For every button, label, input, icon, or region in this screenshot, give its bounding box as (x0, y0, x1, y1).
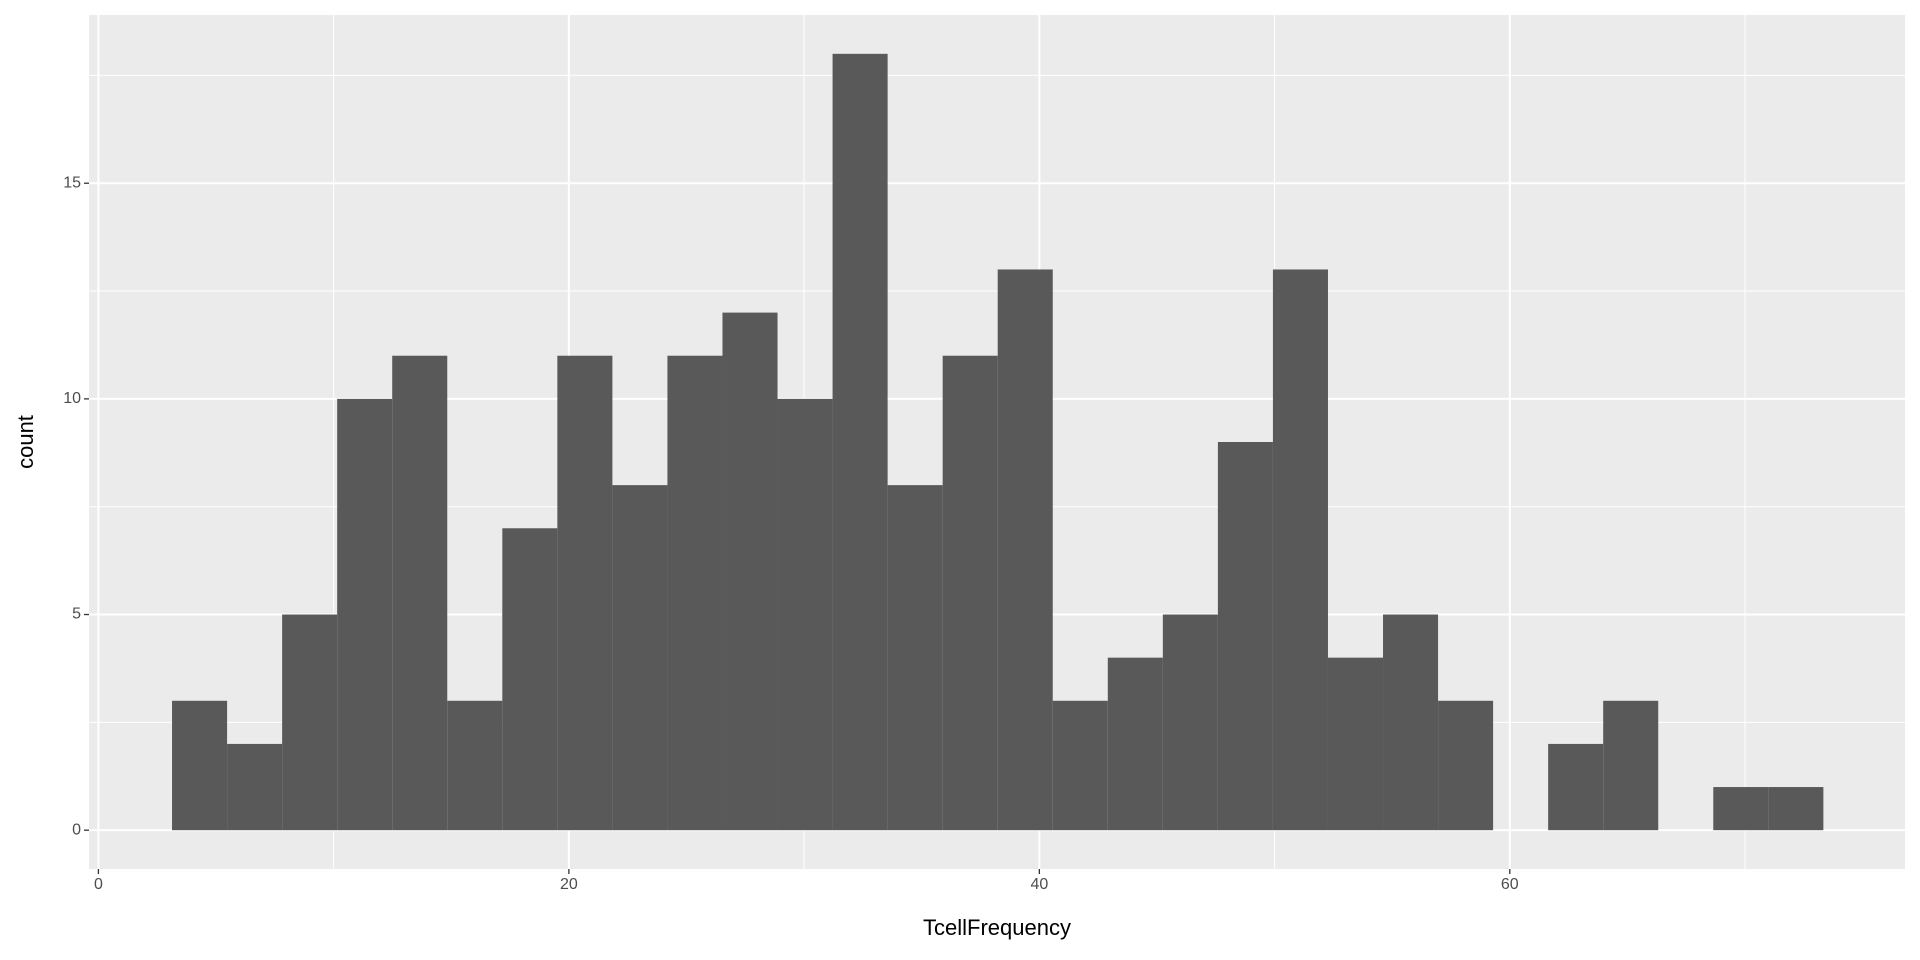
bar (1327, 657, 1384, 831)
bar (172, 700, 228, 831)
bar (1272, 269, 1328, 831)
y-tick-label: 0 (72, 821, 81, 838)
bar (942, 355, 998, 831)
bar (337, 398, 393, 831)
bar (1713, 787, 1769, 831)
bar (1107, 657, 1163, 831)
bar (1052, 700, 1108, 831)
bar (1768, 787, 1824, 831)
x-axis-title: TcellFrequency (923, 915, 1071, 940)
bar (612, 485, 668, 831)
bar (832, 53, 888, 831)
bar (1438, 700, 1494, 831)
y-axis-title: count (13, 415, 38, 469)
bar (447, 700, 503, 831)
bar (997, 269, 1053, 831)
y-tick-label: 5 (72, 606, 81, 623)
x-tick-label: 0 (94, 876, 103, 893)
y-tick-label: 10 (63, 390, 81, 407)
y-tick-label: 15 (63, 174, 81, 191)
bar (557, 355, 613, 831)
bar (777, 398, 833, 831)
bar (1383, 614, 1439, 831)
bar (1548, 743, 1604, 831)
x-tick-label: 60 (1501, 876, 1519, 893)
bar (502, 528, 558, 831)
bar (722, 312, 778, 831)
bar (392, 355, 448, 831)
bar (1162, 614, 1218, 831)
bar (227, 743, 283, 831)
bar (1217, 442, 1273, 831)
bar (282, 614, 338, 831)
x-tick-label: 40 (1030, 876, 1048, 893)
bar (887, 485, 943, 831)
x-tick-label: 20 (560, 876, 578, 893)
bar (667, 355, 723, 831)
bar (1603, 700, 1659, 831)
